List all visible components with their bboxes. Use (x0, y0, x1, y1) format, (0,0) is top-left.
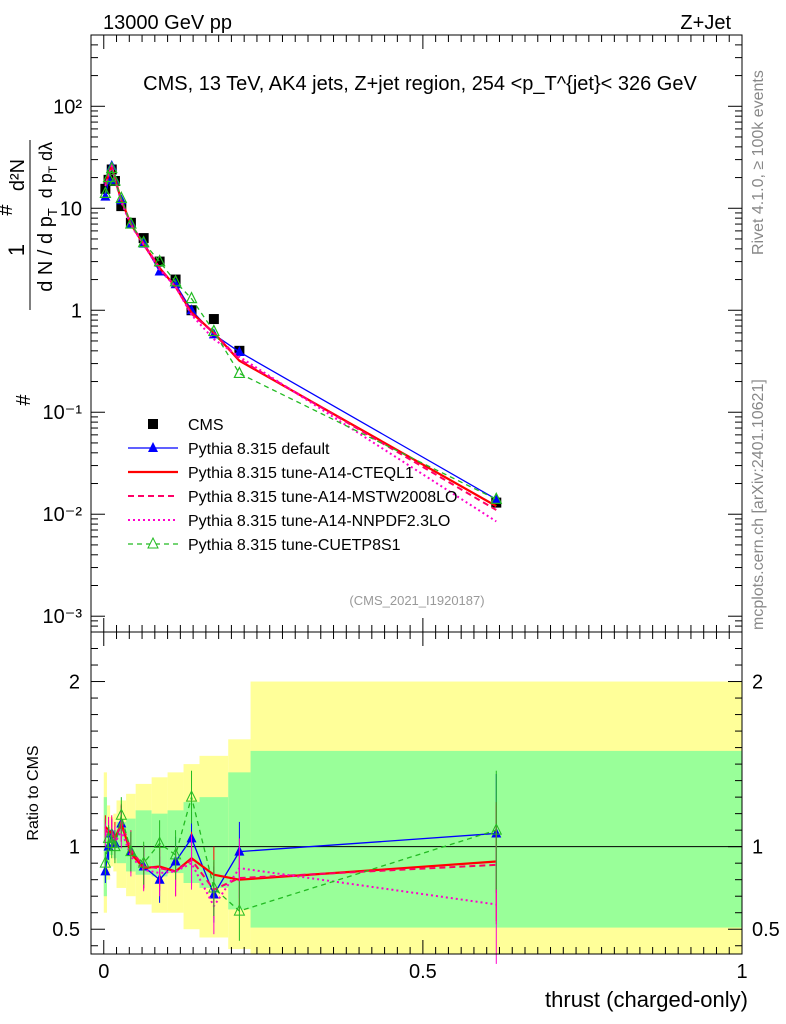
ratio-point (185, 790, 198, 802)
legend-label: CMS (188, 417, 224, 434)
data-point (208, 314, 219, 325)
data-point (185, 291, 198, 304)
y-tick-label: 1 (71, 300, 82, 322)
data-point (137, 235, 150, 248)
ratio-panel: 0.5 0.51 12 2 0 0.5 1 (52, 631, 780, 983)
series-line-cuetp8s1 (104, 166, 497, 500)
data-point (490, 491, 503, 504)
svg-text:#: # (0, 204, 17, 216)
x-tick-label: 0 (98, 961, 109, 983)
legend-label: Pythia 8.315 tune-CUETP8S1 (188, 537, 401, 554)
y-tick-label: 10 (60, 198, 82, 220)
ratio-point (208, 880, 220, 893)
ratio-point (109, 839, 121, 852)
watermark: (CMS_2021_I1920187) (349, 593, 484, 608)
ratio-frame (90, 631, 743, 955)
data-point (207, 324, 220, 337)
data-point (491, 493, 502, 504)
data-point (233, 366, 246, 379)
data-point (234, 345, 245, 356)
ratio-y-tick-label: 2 (69, 672, 80, 694)
x-tick-label: 0.5 (409, 961, 437, 983)
header-right: Z+Jet (680, 12, 731, 34)
ratio-y-tick-label: 1 (69, 837, 80, 859)
ratio-y-tick-label-right: 2 (752, 672, 763, 694)
x-axis-label: thrust (charged-only) (545, 987, 748, 1012)
ratio-point (115, 808, 128, 820)
svg-text:d²N: d²N (7, 159, 29, 191)
data-point (116, 201, 127, 212)
data-point (108, 173, 121, 186)
series-nnpdf (104, 162, 497, 523)
ratio-y-tick-label: 0.5 (52, 919, 80, 941)
data-point (154, 256, 165, 267)
ratio-series-cuetp8s1 (99, 770, 503, 941)
y-tick-label: 10⁻¹ (43, 402, 83, 424)
data-point (115, 191, 128, 203)
ratio-y-tick-label-right: 1 (752, 837, 763, 859)
legend: CMS Pythia 8.315 default Pythia 8.315 tune… (128, 417, 457, 554)
header-left: 13000 GeV pp (103, 12, 232, 34)
svg-text:1: 1 (4, 244, 29, 256)
data-point (105, 161, 118, 174)
data-point (102, 170, 115, 183)
legend-label: Pythia 8.315 default (188, 441, 330, 458)
data-point (153, 254, 166, 267)
y-tick-label: 10⁻² (43, 504, 83, 526)
ratio-point (125, 844, 137, 857)
legend-label: Pythia 8.315 tune-A14-MSTW2008LO (188, 489, 457, 506)
main-title: CMS, 13 TeV, AK4 jets, Z+jet region, 254… (143, 73, 697, 95)
legend-marker (148, 419, 158, 429)
data-point (99, 186, 112, 198)
series-line-mstw (104, 164, 497, 511)
svg-text:d pT dλ: d pT dλ (36, 142, 60, 198)
data-point (124, 216, 137, 229)
ratio-point (102, 831, 115, 843)
ratio-point (233, 903, 246, 916)
ratio-point (99, 856, 112, 868)
rivet-label: Rivet 4.1.0, ≥ 100k events (750, 70, 767, 255)
legend-marker (147, 536, 159, 549)
ratio-point (169, 847, 182, 860)
y-tick-label: 10² (53, 96, 82, 118)
ratio-point (153, 836, 166, 848)
data-point (100, 190, 111, 201)
y-tick-label: 10⁻³ (43, 606, 83, 628)
main-y-axis-label: 1 d N / d pT d²N d pT dλ # # (0, 140, 60, 406)
ratio-y-tick-label-right: 0.5 (752, 919, 780, 941)
ratio-y-axis-label: Ratio to CMS (25, 745, 42, 840)
svg-text:#: # (13, 394, 35, 406)
svg-text:d N / d pT: d N / d pT (35, 208, 60, 292)
legend-label: Pythia 8.315 tune-A14-NNPDF2.3LO (188, 513, 450, 530)
data-point (169, 274, 182, 287)
series-cuetp8s1 (99, 161, 503, 504)
data-point (186, 304, 197, 315)
series-line-nnpdf (104, 162, 497, 523)
legend-marker (148, 442, 158, 452)
series-mstw (104, 164, 497, 511)
data-point (100, 183, 111, 194)
ratio-point (490, 823, 503, 835)
ratio-point (137, 856, 150, 868)
main-panel: CMS, 13 TeV, AK4 jets, Z+jet region, 254… (43, 34, 743, 633)
mcplots-label: mcplots.cern.ch [arXiv:2401.10621] (750, 379, 767, 630)
legend-label: Pythia 8.315 tune-A14-CTEQL1 (188, 465, 414, 482)
x-tick-label: 1 (736, 961, 747, 983)
